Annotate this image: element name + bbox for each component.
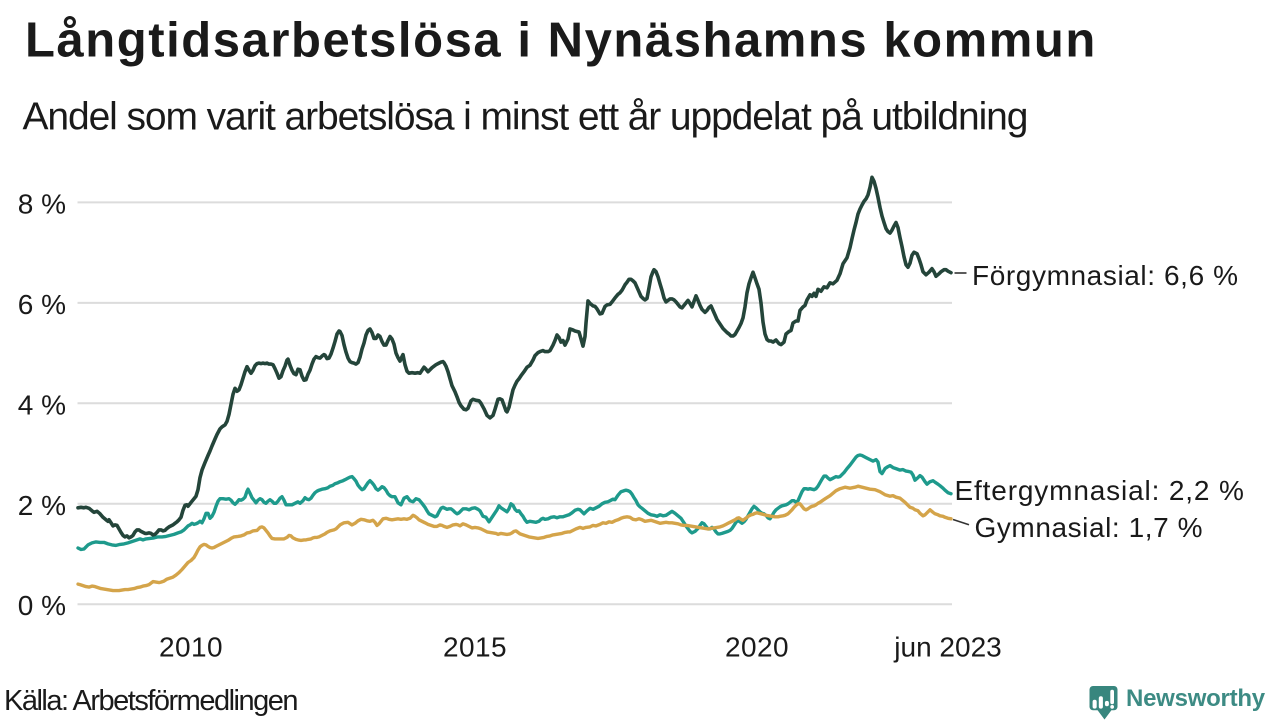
svg-text:2 %: 2 %: [18, 490, 66, 521]
svg-text:Källa: Arbetsförmedlingen: Källa: Arbetsförmedlingen: [4, 685, 297, 717]
svg-text:Gymnasial: 1,7 %: Gymnasial: 1,7 %: [975, 512, 1204, 543]
svg-text:Långtidsarbetslösa i Nynäshamn: Långtidsarbetslösa i Nynäshamns kommun: [25, 14, 1097, 68]
svg-text:Newsworthy: Newsworthy: [1126, 685, 1266, 712]
svg-text:2010: 2010: [159, 632, 223, 663]
svg-text:8 %: 8 %: [18, 189, 66, 220]
svg-text:4 %: 4 %: [18, 389, 66, 420]
svg-text:0 %: 0 %: [18, 590, 66, 621]
svg-text:jun 2023: jun 2023: [893, 632, 1001, 663]
svg-text:2015: 2015: [443, 632, 507, 663]
svg-text:Eftergymnasial: 2,2 %: Eftergymnasial: 2,2 %: [955, 475, 1245, 506]
svg-text:Förgymnasial: 6,6 %: Förgymnasial: 6,6 %: [972, 260, 1239, 291]
svg-text:2020: 2020: [725, 632, 789, 663]
svg-text:Andel som varit arbetslösa i m: Andel som varit arbetslösa i minst ett å…: [23, 96, 1028, 139]
svg-text:6 %: 6 %: [18, 289, 66, 320]
